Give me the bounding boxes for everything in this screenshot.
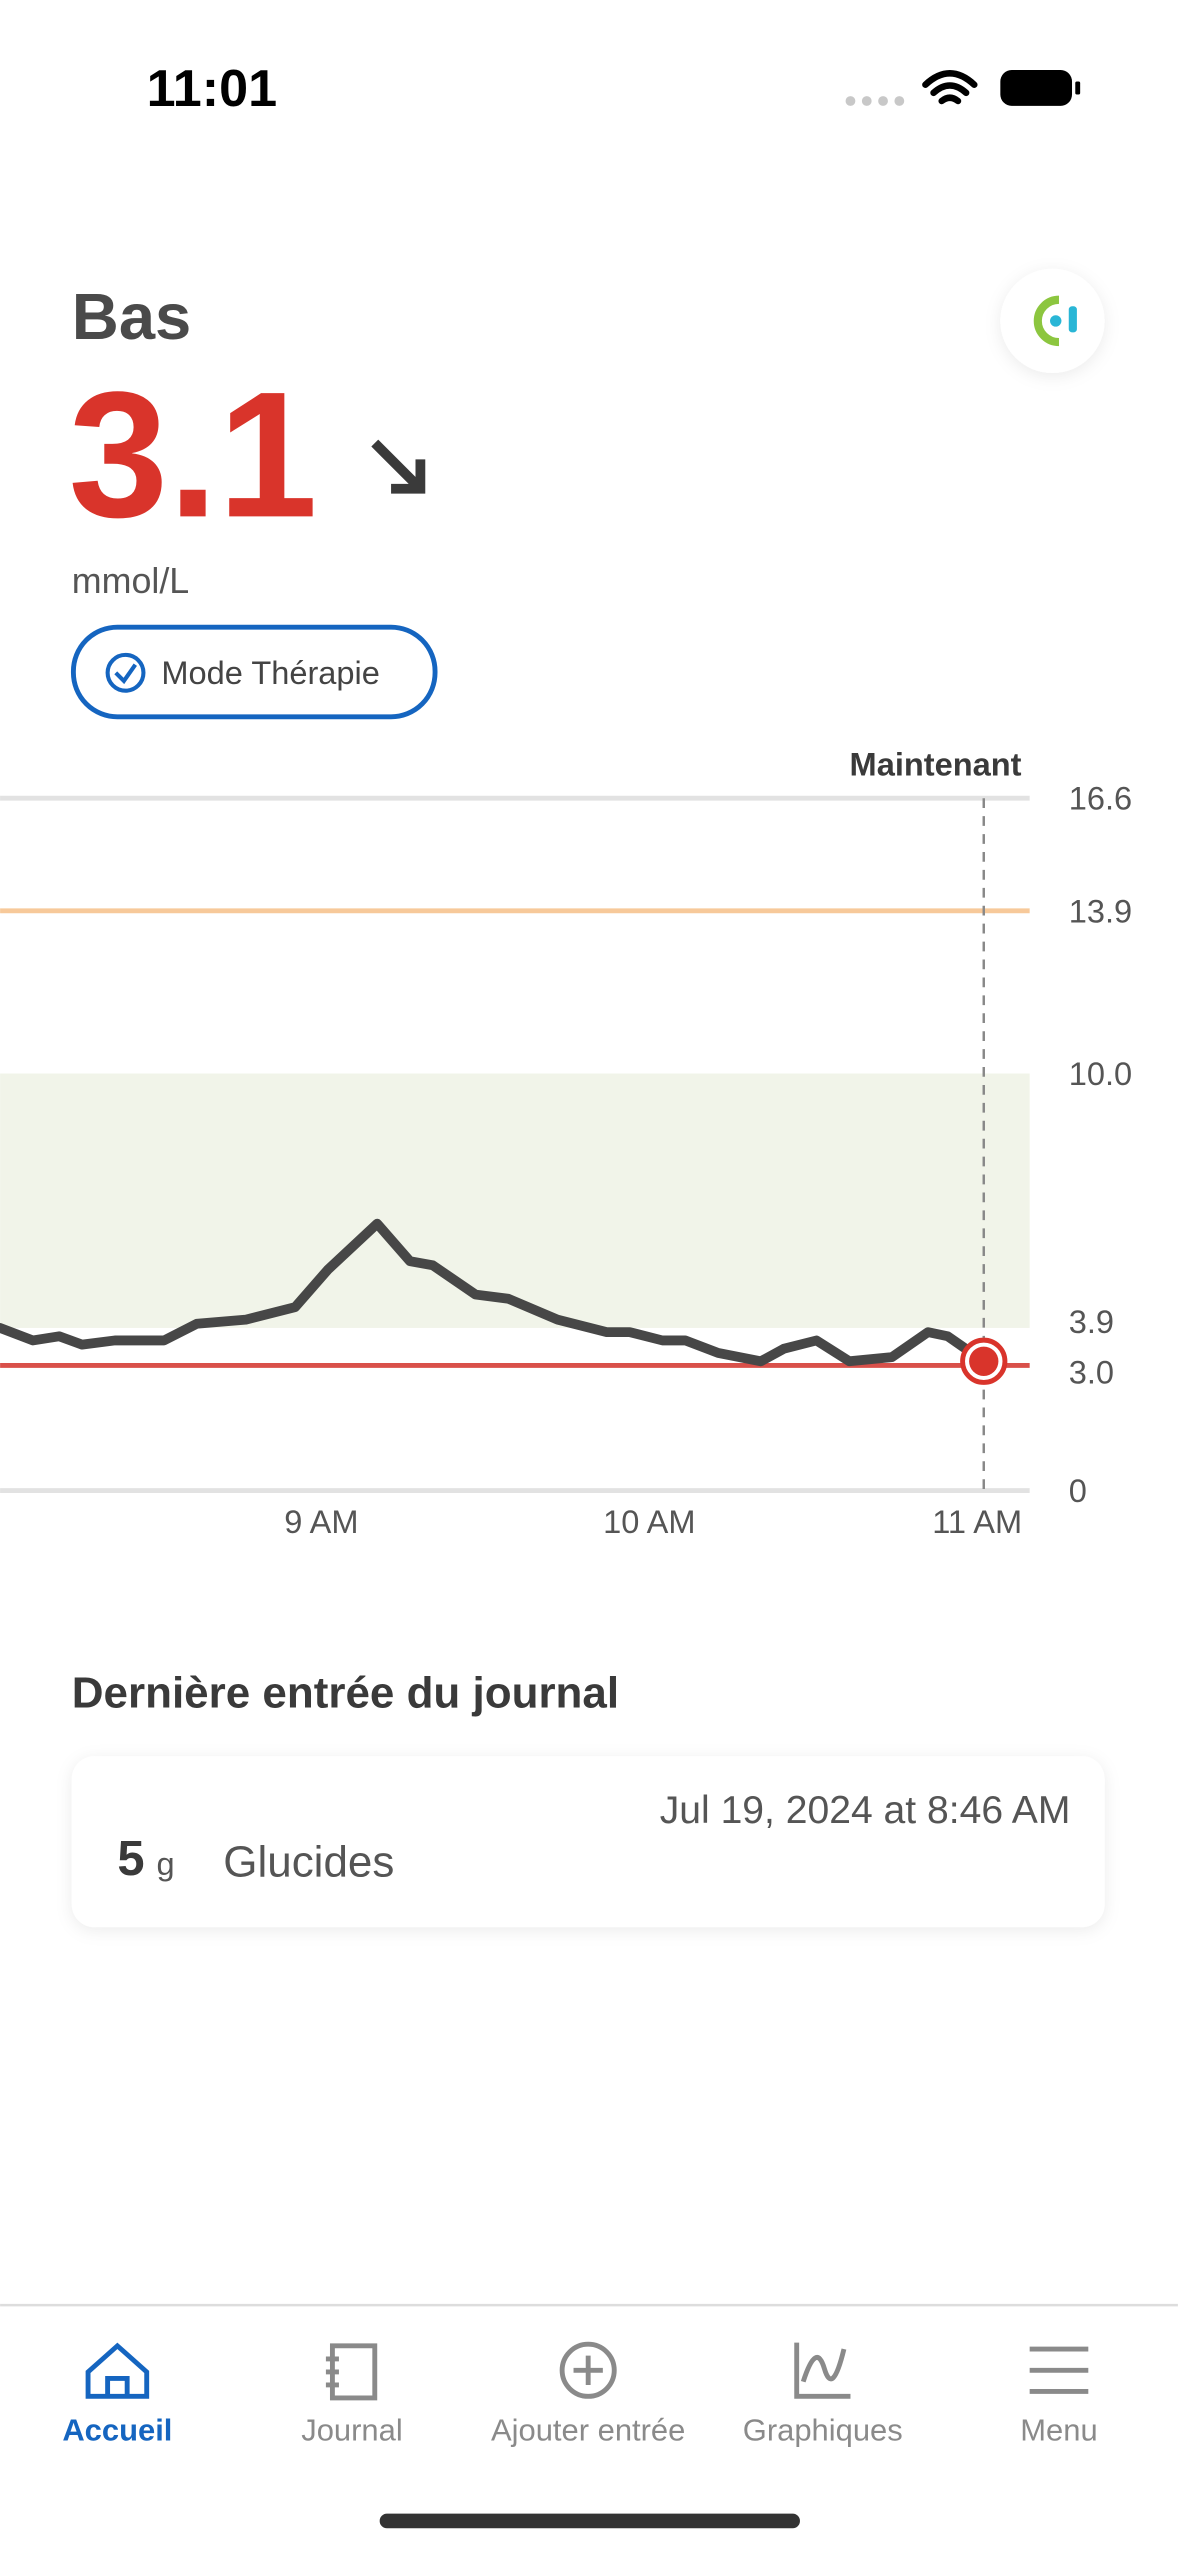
current-point-core bbox=[969, 1346, 999, 1376]
y-tick-label: 0 bbox=[1069, 1473, 1087, 1509]
add-icon bbox=[559, 2341, 617, 2399]
entry-amount: 5 bbox=[117, 1832, 144, 1886]
nav-item[interactable]: Ajouter entrée bbox=[491, 2412, 685, 2447]
add-plus bbox=[573, 2355, 603, 2385]
now-label: Maintenant bbox=[850, 746, 1022, 782]
status-label: Bas bbox=[72, 280, 192, 353]
menu-icon bbox=[1029, 2346, 1089, 2394]
nav-item[interactable]: Menu bbox=[1020, 2412, 1097, 2447]
logo-dot bbox=[1050, 315, 1062, 327]
glucose-reading: 3.1 bbox=[69, 354, 318, 554]
logo-bar bbox=[1068, 306, 1077, 333]
y-tick-label: 10.0 bbox=[1069, 1056, 1132, 1092]
entry-date: Jul 19, 2024 at 8:46 AM bbox=[660, 1789, 1071, 1832]
mode-badge[interactable] bbox=[70, 624, 438, 720]
check-mark bbox=[114, 663, 137, 685]
nav-labels: Accueil Journal Ajouter entrée Graphiques Me… bbox=[62, 2412, 1097, 2447]
wifi bbox=[922, 70, 978, 105]
x-tick-label: 11 AM bbox=[932, 1504, 1022, 1540]
journal-icon bbox=[325, 2343, 378, 2401]
clock: 11:01 bbox=[147, 60, 277, 118]
home-icon bbox=[85, 2342, 150, 2399]
glucose-line bbox=[0, 1218, 989, 1367]
entry-type: Glucides bbox=[223, 1838, 394, 1887]
battery-tip bbox=[1075, 81, 1081, 95]
y-tick-label: 3.0 bbox=[1069, 1354, 1114, 1390]
unit-label: mmol/L bbox=[72, 561, 189, 601]
x-tick-label: 9 AM bbox=[284, 1504, 358, 1540]
y-tick-label: 13.9 bbox=[1069, 893, 1132, 929]
entry-unit: g bbox=[156, 1846, 174, 1882]
journal-title: Dernière entrée du journal bbox=[72, 1668, 619, 1717]
nav-icons bbox=[85, 2341, 1089, 2401]
x-tick-label: 10 AM bbox=[603, 1504, 695, 1540]
trend-arrow bbox=[371, 439, 426, 494]
graph-icon bbox=[794, 2342, 851, 2399]
logo bbox=[1033, 295, 1060, 347]
battery bbox=[1000, 70, 1073, 106]
check-icon bbox=[105, 652, 146, 693]
y-tick-label: 3.9 bbox=[1069, 1304, 1114, 1340]
signal bbox=[845, 96, 905, 106]
home-indicator bbox=[379, 2513, 800, 2529]
nav-item[interactable]: Graphiques bbox=[743, 2412, 903, 2447]
nav-item[interactable]: Journal bbox=[301, 2412, 402, 2447]
mode-label: Mode Thérapie bbox=[161, 655, 380, 691]
journal-card[interactable] bbox=[71, 1756, 1105, 1928]
glucose-chart: 0 3.0 3.9 10.0 13.9 16.6 9 AM 10 AM 11 AM Mainten… bbox=[0, 746, 1132, 1540]
target-range bbox=[0, 1073, 1030, 1328]
y-tick-label: 16.6 bbox=[1069, 781, 1132, 817]
nav-item[interactable]: Accueil bbox=[62, 2412, 172, 2447]
